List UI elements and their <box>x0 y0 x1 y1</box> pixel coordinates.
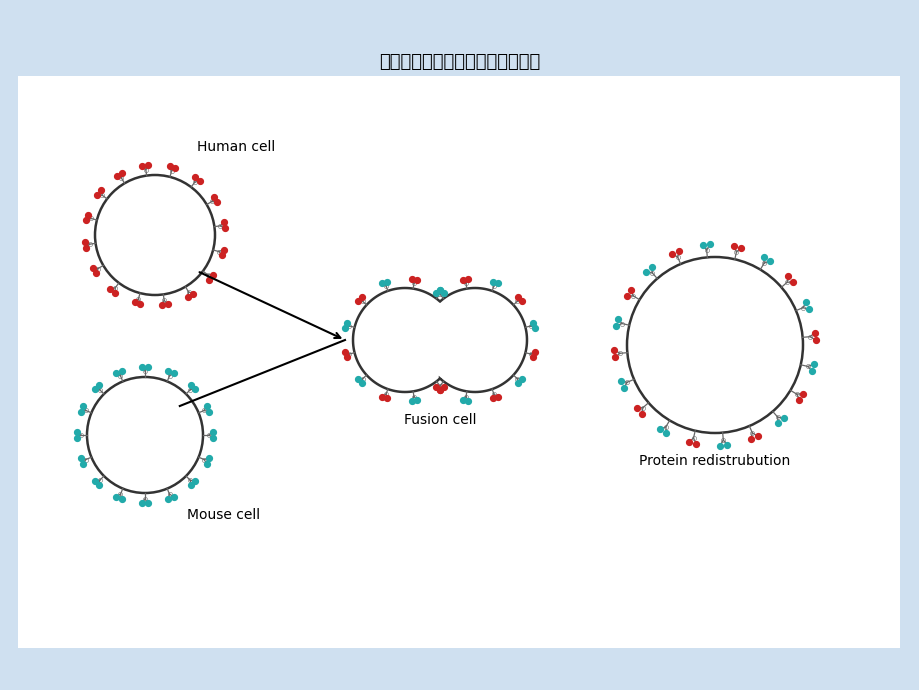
Bar <box>18 76 899 648</box>
Text: Protein redistrubution: Protein redistrubution <box>639 454 789 468</box>
Circle shape <box>95 175 215 295</box>
PathPatch shape <box>353 288 527 392</box>
Circle shape <box>627 257 802 433</box>
Circle shape <box>87 377 203 493</box>
Text: Human cell: Human cell <box>197 140 275 154</box>
Text: Fusion cell: Fusion cell <box>403 413 476 427</box>
Text: 利用细胞融合技术观察蛋白质运动: 利用细胞融合技术观察蛋白质运动 <box>379 53 540 71</box>
Text: Mouse cell: Mouse cell <box>187 508 260 522</box>
